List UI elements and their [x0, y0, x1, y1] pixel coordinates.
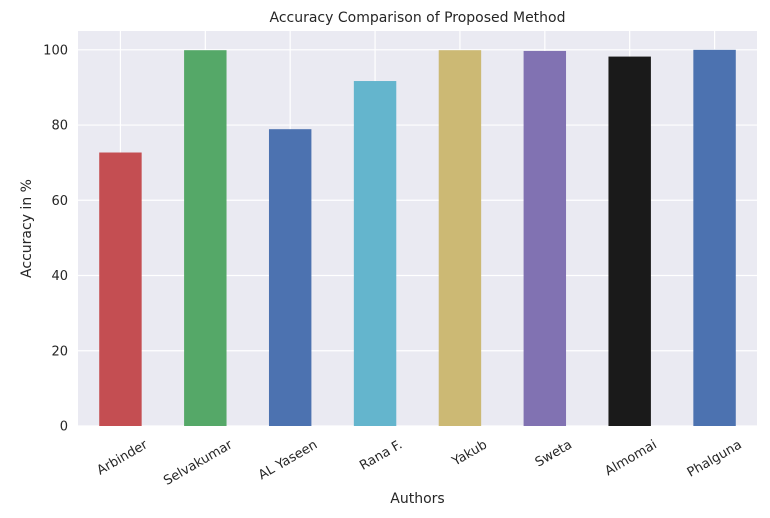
- y-tick-label: 60: [51, 194, 68, 209]
- bar-yakub: [438, 50, 482, 426]
- bars: [99, 49, 736, 427]
- y-tick-label: 0: [60, 420, 68, 435]
- x-tick-label: Phalguna: [685, 437, 745, 480]
- bar-phalguna: [693, 49, 736, 427]
- x-tick-label: AL Yaseen: [256, 437, 320, 483]
- y-axis-label: Accuracy in %: [19, 179, 35, 278]
- chart-title: Accuracy Comparison of Proposed Method: [270, 10, 566, 26]
- y-tick-label: 20: [51, 344, 68, 359]
- x-tick-label: Selvakumar: [161, 437, 236, 489]
- bar-rana-f: [353, 81, 397, 427]
- x-tick-label: Yakub: [449, 437, 490, 469]
- x-axis-label: Authors: [390, 491, 444, 507]
- bar-almomai: [608, 56, 651, 426]
- x-tick-label: Rana F.: [357, 437, 405, 473]
- bar-selvakumar: [184, 50, 227, 426]
- plot-area: [78, 31, 757, 426]
- x-tick-labels: Arbinder Selvakumar AL Yaseen Rana F. Yakub S…: [94, 437, 744, 489]
- x-tick-label: Almomai: [602, 437, 659, 479]
- y-tick-labels: 0 20 40 60 80 100: [43, 43, 68, 434]
- bar-arbinder: [99, 152, 142, 426]
- x-tick-label: Sweta: [533, 437, 575, 470]
- x-tick-label: Arbinder: [94, 437, 151, 478]
- y-tick-label: 100: [43, 43, 68, 58]
- bar-sweta: [523, 50, 567, 426]
- bar-al-yaseen: [268, 129, 312, 426]
- y-tick-label: 80: [51, 119, 68, 134]
- y-tick-label: 40: [51, 269, 68, 284]
